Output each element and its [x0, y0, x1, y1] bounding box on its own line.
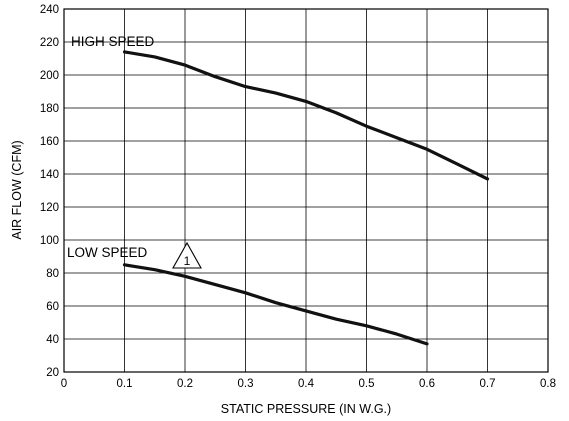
y-tick-label: 140 — [40, 169, 59, 181]
x-axis-title: STATIC PRESSURE (IN W.G.) — [221, 402, 391, 416]
x-tick-label: 0.8 — [540, 378, 556, 390]
y-tick-label: 120 — [40, 202, 59, 214]
y-tick-label: 80 — [46, 268, 59, 280]
y-tick-label: 40 — [46, 334, 59, 346]
x-tick-label: 0 — [61, 378, 67, 390]
grid — [63, 8, 549, 373]
y-tick-label: 60 — [46, 301, 59, 313]
y-tick-label: 20 — [46, 367, 59, 379]
y-tick-label: 200 — [40, 70, 59, 82]
x-tick-label: 0.5 — [359, 378, 375, 390]
note-triangle-icon: 1 — [172, 241, 202, 269]
series-line-high-speed — [122, 50, 490, 181]
series-group — [122, 50, 490, 346]
x-tick-label: 0.2 — [177, 378, 193, 390]
x-tick-label: 0.1 — [117, 378, 133, 390]
x-axis-ticks: 0 0.1 0.2 0.3 0.4 0.5 0.6 0.7 0.8 — [61, 378, 556, 390]
y-tick-label: 240 — [40, 4, 59, 16]
y-tick-label: 100 — [40, 235, 59, 247]
x-tick-label: 0.6 — [419, 378, 435, 390]
x-tick-label: 0.4 — [298, 378, 315, 390]
y-tick-label: 220 — [40, 37, 59, 49]
series-label-low-speed: LOW SPEED — [67, 245, 148, 260]
series-label-high-speed: HIGH SPEED — [71, 34, 155, 49]
y-tick-label: 160 — [40, 136, 59, 148]
x-tick-label: 0.7 — [480, 378, 496, 390]
y-axis-title: AIR FLOW (CFM) — [10, 140, 24, 239]
y-tick-label: 180 — [40, 103, 59, 115]
x-tick-label: 0.3 — [238, 378, 254, 390]
series-line-low-speed — [122, 263, 429, 346]
y-axis-ticks: 20 40 60 80 100 120 140 160 180 200 220 240 — [40, 4, 59, 379]
note-number: 1 — [184, 254, 191, 268]
plot-frame — [63, 8, 549, 373]
